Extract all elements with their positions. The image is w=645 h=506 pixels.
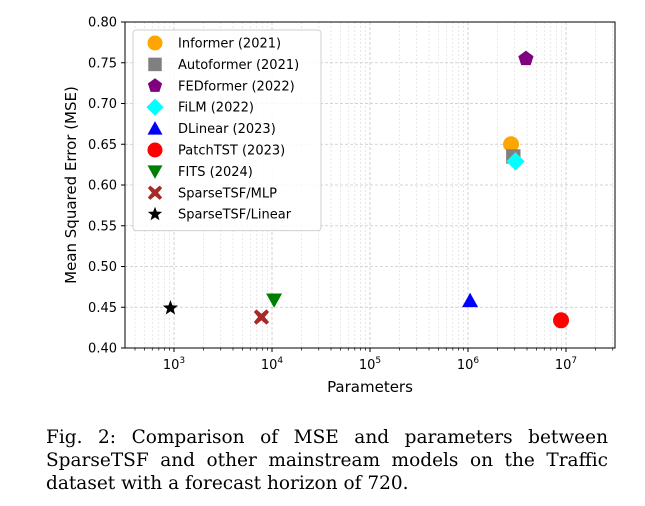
x-axis: 103 104 105 106 107 (163, 348, 577, 373)
legend-marker (147, 121, 163, 135)
y-tick-label: 0.55 (88, 219, 117, 234)
legend-marker (147, 78, 163, 92)
legend-marker (147, 165, 163, 179)
y-tick-label: 0.80 (88, 16, 117, 31)
data-point (503, 136, 520, 153)
legend-marker (146, 98, 164, 116)
data-point (253, 309, 270, 325)
data-point (553, 312, 570, 329)
legend-label: SparseTSF/MLP (178, 186, 277, 201)
legend-marker (147, 206, 163, 221)
x-tick-label: 105 (359, 356, 381, 373)
legend-box (132, 29, 322, 232)
y-axis: 0.40 0.45 0.50 0.55 0.60 0.65 0.70 0.75 0.80 (88, 16, 125, 357)
data-point (462, 292, 479, 308)
y-tick-label: 0.75 (88, 56, 117, 71)
x-axis-title: Parameters (327, 378, 413, 396)
x-tick-label: 107 (555, 356, 577, 373)
y-tick-label: 0.40 (88, 342, 117, 357)
legend-label: FEDformer (2022) (178, 79, 295, 94)
y-tick-label: 0.65 (88, 138, 117, 153)
legend-marker (147, 185, 163, 200)
figure-caption: Fig. 2: Comparison of MSE and parameters… (46, 426, 608, 495)
legend-label: Informer (2021) (178, 37, 281, 52)
legend-marker (147, 35, 163, 51)
data-point (506, 152, 525, 171)
scatter-chart: 103 104 105 106 107 0.40 0.45 0.50 0.55 0.60 0.65… (62, 16, 616, 396)
y-tick-label: 0.45 (88, 301, 117, 316)
legend-label: SparseTSF/Linear (178, 208, 292, 223)
x-tick-label: 104 (261, 356, 284, 373)
legend-marker (148, 57, 162, 72)
y-tick-label: 0.70 (88, 97, 117, 112)
legend-label: FiLM (2022) (178, 101, 254, 116)
legend-label: DLinear (2023) (178, 122, 276, 137)
x-tick-label: 103 (163, 356, 185, 373)
legend-label: FITS (2024) (178, 165, 253, 180)
data-point (162, 300, 179, 315)
caption-label: Fig. 2: (46, 427, 117, 448)
y-tick-label: 0.60 (88, 179, 117, 194)
legend: Informer (2021) Autoformer (2021) FEDforme… (132, 29, 322, 232)
legend-marker (147, 142, 163, 158)
data-point (518, 50, 534, 66)
data-points (162, 50, 570, 329)
y-axis-title: Mean Squared Error (MSE) (62, 86, 80, 284)
legend-label: PatchTST (2023) (178, 144, 285, 159)
x-tick-label: 106 (457, 356, 480, 373)
data-point (266, 293, 283, 308)
y-tick-label: 0.50 (88, 260, 117, 275)
legend-label: Autoformer (2021) (178, 58, 299, 73)
caption-text: Comparison of MSE and parameters between… (46, 427, 608, 494)
